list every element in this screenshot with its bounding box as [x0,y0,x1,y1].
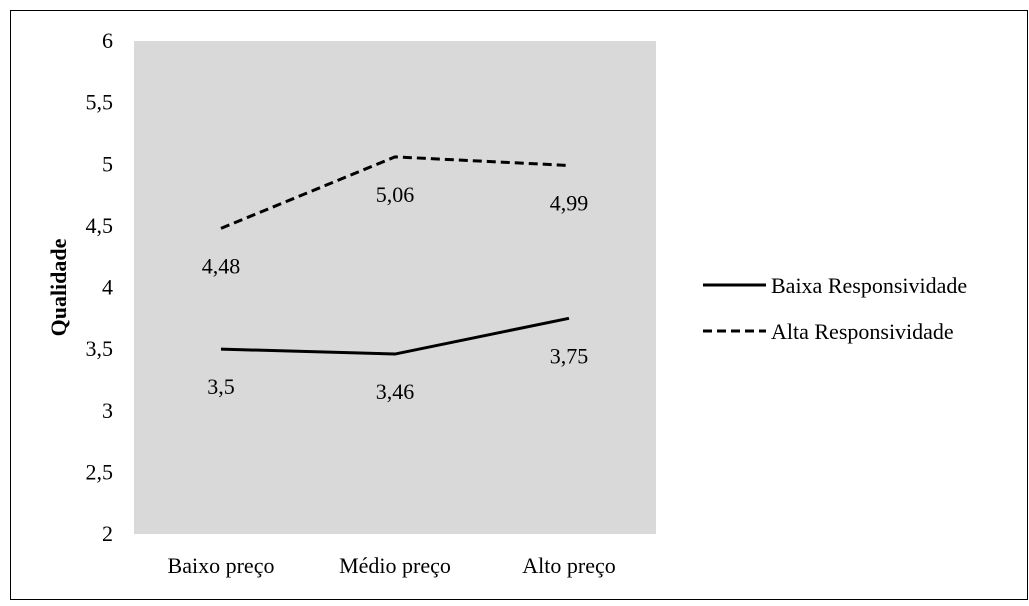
y-tick-label: 2,5 [86,459,114,484]
line-chart: 2 2,5 3 3,5 4 4,5 5 5,5 6 Baixo preço Médio preço… [46,28,967,578]
y-axis-title: Qualidade [46,238,71,336]
data-label: 4,99 [550,190,589,215]
x-axis-ticks: Baixo preço Médio preço Alto preço [168,553,616,578]
x-tick-label: Alto preço [522,553,615,578]
y-tick-label: 2 [102,521,113,546]
plot-area [134,41,656,534]
y-tick-label: 4,5 [86,213,114,238]
y-tick-label: 5,5 [86,90,114,115]
y-tick-label: 6 [102,28,113,53]
chart-frame: 2 2,5 3 3,5 4 4,5 5 5,5 6 Baixo preço Médio preço… [10,10,1028,600]
legend-label: Alta Responsividade [771,319,954,344]
y-axis-ticks: 2 2,5 3 3,5 4 4,5 5 5,5 6 [86,28,114,546]
data-label: 3,75 [550,343,589,368]
y-tick-label: 4 [102,275,113,300]
data-label: 3,46 [376,379,415,404]
y-tick-label: 3,5 [86,336,114,361]
y-tick-label: 3 [102,398,113,423]
legend-label: Baixa Responsividade [771,273,967,298]
data-label: 5,06 [376,182,415,207]
x-tick-label: Baixo preço [168,553,275,578]
data-labels: 3,5 3,46 3,75 4,48 5,06 4,99 [202,182,589,404]
series-line-dashed [220,155,570,230]
data-label: 3,5 [207,374,235,399]
x-tick-label: Médio preço [339,553,451,578]
series-line-solid [220,316,570,356]
series-lines [220,155,570,356]
legend: Baixa Responsividade Alta Responsividade [703,273,967,344]
data-label: 4,48 [202,253,241,278]
y-tick-label: 5 [102,151,113,176]
